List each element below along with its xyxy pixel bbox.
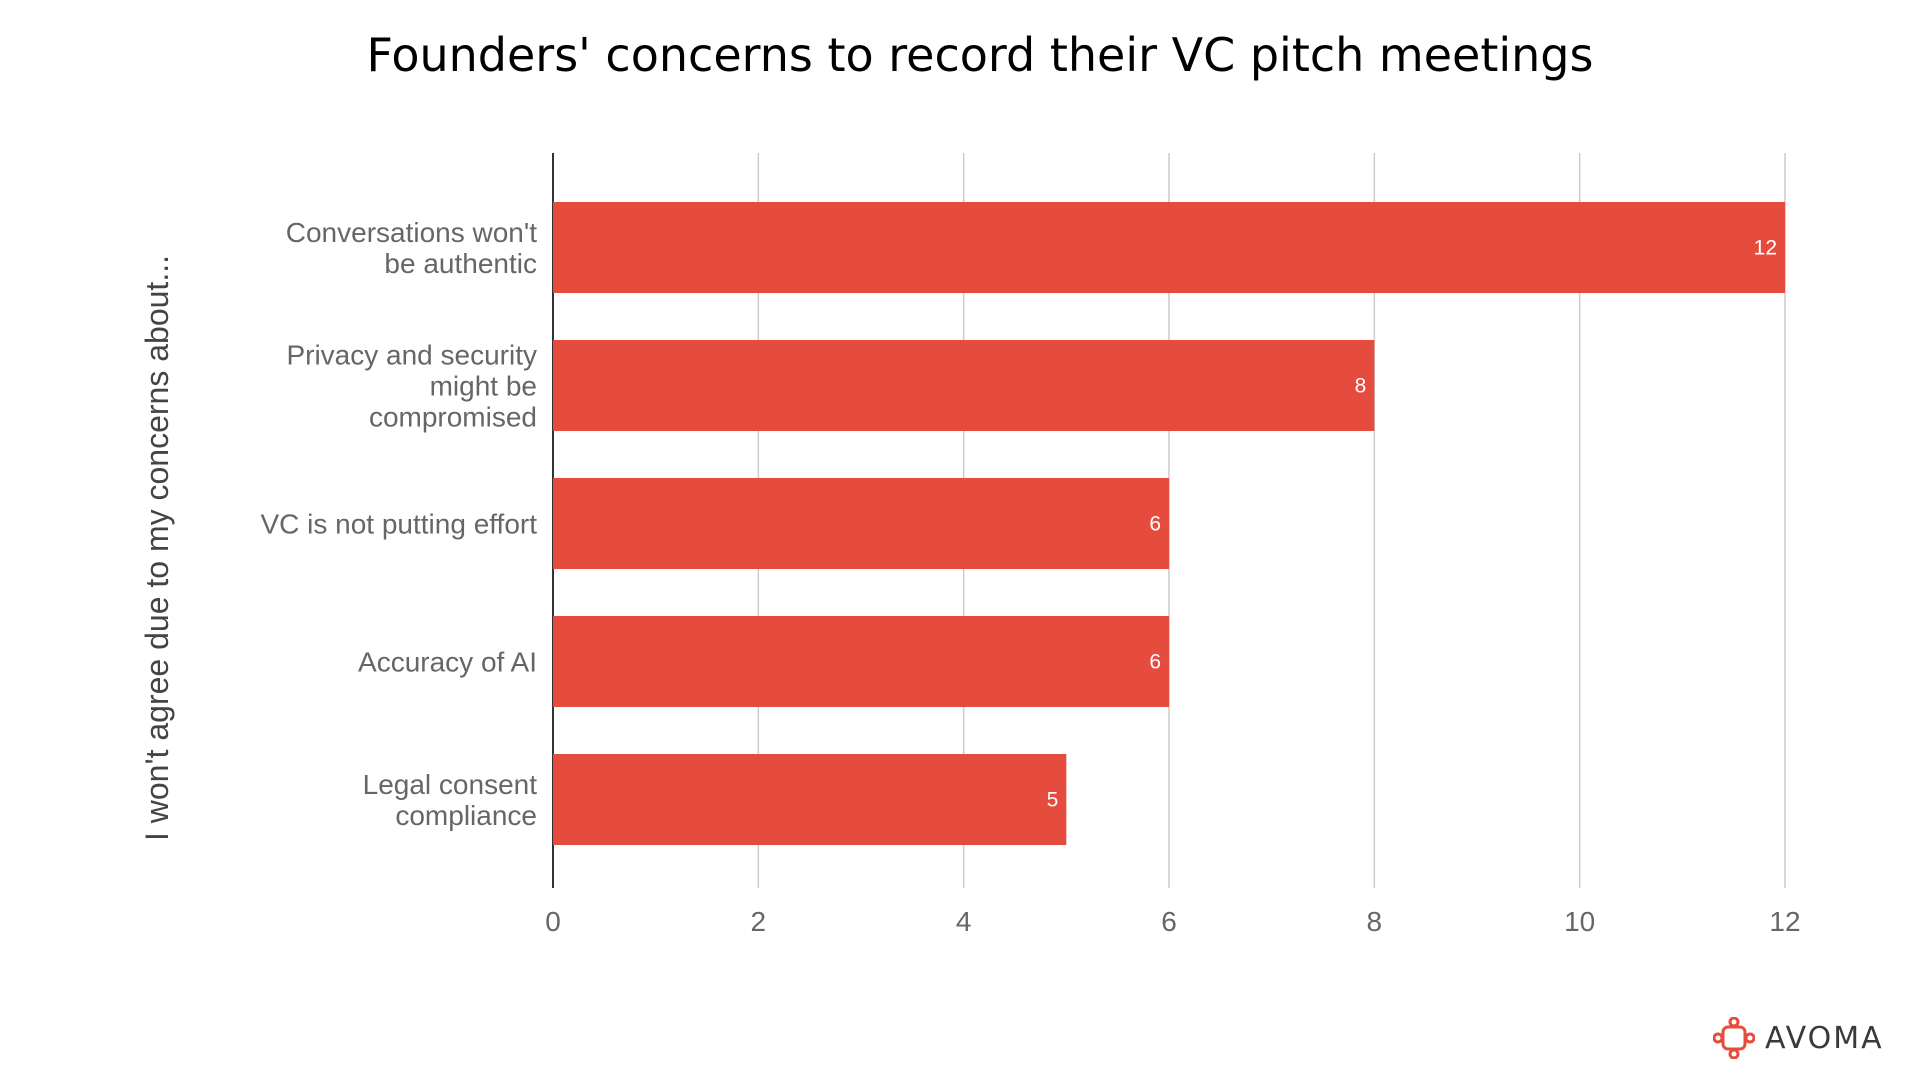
bar-value-label: 5 bbox=[1047, 789, 1059, 812]
category-label: Accuracy of AI bbox=[358, 647, 537, 678]
category-labels: Conversations won't be authentic Privacy a… bbox=[260, 217, 537, 831]
bars: 12 8 6 6 5 bbox=[553, 202, 1785, 845]
bar bbox=[553, 340, 1375, 431]
x-tick-label: 12 bbox=[1769, 906, 1800, 937]
bar bbox=[553, 616, 1169, 707]
category-label: VC is not putting effort bbox=[260, 509, 537, 540]
category-label: Conversations won't be authentic bbox=[286, 217, 537, 279]
brand-logo: AVOMA bbox=[1713, 1012, 1884, 1064]
bar-value-label: 6 bbox=[1149, 651, 1161, 674]
x-tick-label: 2 bbox=[751, 906, 767, 937]
bar-value-label: 12 bbox=[1754, 237, 1777, 260]
x-tick-label: 4 bbox=[956, 906, 972, 937]
x-tick-label: 6 bbox=[1161, 906, 1177, 937]
avoma-logo-icon bbox=[1713, 1017, 1755, 1059]
x-axis-ticks: 0 2 4 6 8 10 12 bbox=[545, 906, 1800, 937]
bar bbox=[553, 478, 1169, 569]
x-tick-label: 8 bbox=[1367, 906, 1383, 937]
category-label: Legal consent compliance bbox=[363, 769, 538, 831]
chart-title: Founders' concerns to record their VC pi… bbox=[366, 28, 1594, 82]
x-tick-label: 0 bbox=[545, 906, 561, 937]
category-label: Privacy and security might be compromised bbox=[286, 340, 537, 433]
bar-value-label: 6 bbox=[1149, 513, 1161, 536]
y-axis-title-group: I won't agree due to my concerns about..… bbox=[139, 255, 175, 841]
x-tick-label: 10 bbox=[1564, 906, 1595, 937]
bar bbox=[553, 202, 1785, 293]
bar bbox=[553, 754, 1067, 845]
bar-value-label: 8 bbox=[1355, 375, 1367, 398]
y-axis-title: I won't agree due to my concerns about..… bbox=[139, 255, 175, 841]
brand-name: AVOMA bbox=[1765, 1020, 1884, 1056]
